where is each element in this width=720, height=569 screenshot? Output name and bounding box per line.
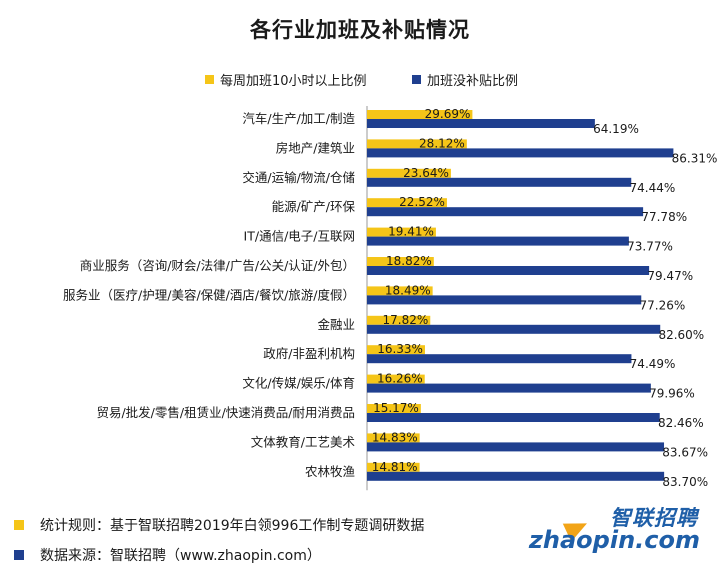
category-label: 房地产/建筑业 <box>276 140 355 155</box>
bar-overtime <box>367 139 467 149</box>
data-label-overtime: 22.52% <box>399 195 445 209</box>
category-label: 汽车/生产/加工/制造 <box>242 111 355 126</box>
footer-rule: 统计规则：基于智联招聘2019年白领996工作制专题调研数据 <box>14 515 424 535</box>
zhaopin-logo: 智联招聘 zhaopin.com <box>529 502 702 557</box>
data-label-overtime: 16.26% <box>377 372 423 386</box>
chart-title: 各行业加班及补贴情况 <box>250 18 470 42</box>
legend-label-overtime: 每周加班10小时以上比例 <box>220 73 367 89</box>
data-label-no-subsidy: 64.19% <box>593 122 639 136</box>
footer-source: 数据来源：智联招聘（www.zhaopin.com） <box>14 545 321 565</box>
data-label-no-subsidy: 83.67% <box>662 445 708 459</box>
data-label-no-subsidy: 73.77% <box>627 240 673 254</box>
footer-rule-square <box>14 520 24 530</box>
category-label: 文化/传媒/娱乐/体育 <box>242 376 355 391</box>
legend-swatch-no-subsidy <box>412 74 421 84</box>
footer-source-square <box>14 550 24 560</box>
bar-overtime <box>367 286 433 296</box>
bar-overtime <box>367 227 436 237</box>
data-label-no-subsidy: 83.70% <box>662 475 708 489</box>
bar-no-subsidy <box>367 177 632 187</box>
category-label: 能源/矿产/环保 <box>272 199 356 214</box>
bar-no-subsidy <box>367 295 642 305</box>
data-label-overtime: 23.64% <box>403 166 449 180</box>
bar-overtime <box>367 404 421 413</box>
data-label-no-subsidy: 77.78% <box>641 210 687 224</box>
legend-swatch-overtime <box>205 74 214 84</box>
bar-no-subsidy <box>367 266 650 275</box>
bar-overtime <box>367 462 420 472</box>
category-label: 贸易/批发/零售/租赁业/快速消费品/耐用消费品 <box>96 405 355 420</box>
data-label-no-subsidy: 79.96% <box>649 387 695 401</box>
category-label: 政府/非盈利机构 <box>263 346 355 361</box>
data-label-overtime: 18.49% <box>385 283 431 297</box>
data-label-no-subsidy: 86.31% <box>672 151 718 165</box>
data-label-overtime: 19.41% <box>388 225 434 239</box>
bar-no-subsidy <box>367 383 651 393</box>
legend-item-no-subsidy: 加班没补贴比例 <box>412 70 519 89</box>
bar-no-subsidy <box>367 148 674 158</box>
category-label: 金融业 <box>317 317 355 332</box>
data-label-overtime: 14.83% <box>372 430 418 444</box>
bar-overtime <box>367 433 420 443</box>
footer-rule-text: 统计规则：基于智联招聘2019年白领996工作制专题调研数据 <box>40 518 425 534</box>
bar-no-subsidy <box>367 324 661 334</box>
data-label-no-subsidy: 79.47% <box>647 269 693 283</box>
bar-no-subsidy <box>367 442 665 452</box>
footer-source-text: 数据来源：智联招聘（www.zhaopin.com） <box>40 548 321 564</box>
bar-chart: 汽车/生产/加工/制造 29.69% 64.19% 房地产/建筑业 28.12% 86.3… <box>63 106 718 491</box>
data-label-overtime: 17.82% <box>382 313 428 327</box>
bar-overtime <box>367 110 473 119</box>
bar-overtime <box>367 345 425 355</box>
bar-overtime <box>367 168 451 178</box>
bar-no-subsidy <box>367 207 644 217</box>
logo-cn-text: 智联招聘 <box>610 506 698 530</box>
category-label: 服务业（医疗/护理/美容/保健/酒店/餐饮/旅游/度假） <box>63 287 355 302</box>
logo-en-text: zhaopin.com <box>528 526 700 554</box>
bar-no-subsidy <box>367 354 632 364</box>
legend-label-no-subsidy: 加班没补贴比例 <box>427 73 519 89</box>
data-label-no-subsidy: 77.26% <box>640 298 686 312</box>
data-label-overtime: 14.81% <box>372 460 418 474</box>
data-label-overtime: 28.12% <box>419 136 465 150</box>
data-label-no-subsidy: 74.44% <box>629 181 675 195</box>
legend-item-overtime: 每周加班10小时以上比例 <box>205 70 367 89</box>
data-label-overtime: 29.69% <box>425 107 471 121</box>
category-label: 交通/运输/物流/仓储 <box>242 170 355 185</box>
bar-no-subsidy <box>367 413 660 422</box>
category-label: 文体教育/工艺美术 <box>251 434 356 449</box>
data-label-overtime: 18.82% <box>386 254 432 268</box>
data-label-overtime: 16.33% <box>377 342 423 356</box>
category-label: IT/通信/电子/互联网 <box>244 229 355 244</box>
bar-no-subsidy <box>367 471 665 481</box>
bar-no-subsidy <box>367 119 595 128</box>
bar-overtime <box>367 374 425 384</box>
bar-overtime <box>367 198 447 208</box>
category-label: 商业服务（咨询/财会/法律/广告/公关/认证/外包） <box>80 258 355 273</box>
category-label: 农林牧渔 <box>305 464 355 479</box>
bar-no-subsidy <box>367 236 629 246</box>
bar-overtime <box>367 257 434 266</box>
data-label-no-subsidy: 74.49% <box>630 357 676 371</box>
data-label-no-subsidy: 82.60% <box>658 328 704 342</box>
bar-overtime <box>367 315 431 325</box>
data-label-no-subsidy: 82.46% <box>658 416 704 430</box>
data-label-overtime: 15.17% <box>373 401 419 415</box>
